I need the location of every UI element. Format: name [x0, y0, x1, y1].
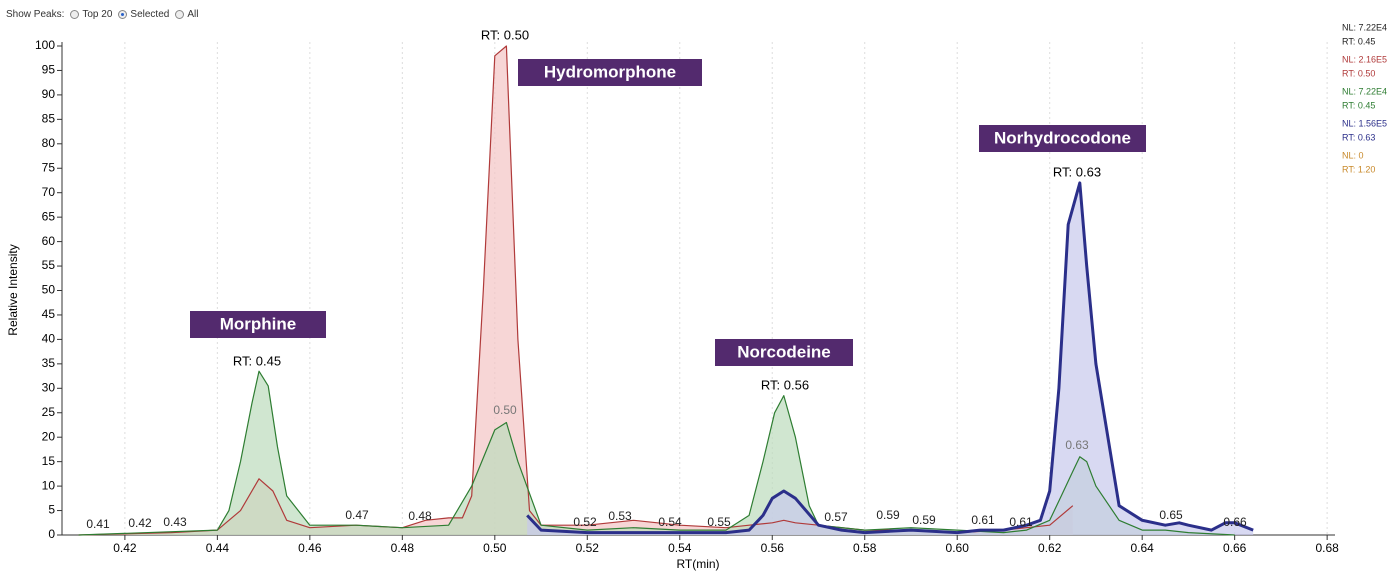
trace-nl: NL: 2.16E5	[1342, 54, 1387, 64]
peak-rt-label: 0.47	[345, 508, 369, 522]
radio[interactable]	[118, 10, 128, 19]
trace-rt: RT: 0.45	[1342, 100, 1375, 110]
y-tick-label: 80	[42, 136, 56, 150]
trace-rt: RT: 1.20	[1342, 164, 1375, 174]
y-axis-title: Relative Intensity	[6, 244, 20, 335]
trace-rt: RT: 0.45	[1342, 36, 1375, 46]
peak-rt-label: 0.57	[824, 510, 848, 524]
peak-rt-label: 0.61	[971, 513, 995, 527]
y-tick-label: 100	[35, 38, 55, 52]
y-tick-label: 45	[42, 307, 56, 321]
fills	[78, 46, 1254, 535]
line	[78, 370, 1235, 536]
y-tick-label: 15	[42, 454, 56, 468]
y-tick-label: 85	[42, 112, 56, 126]
y-tick-label: 5	[48, 503, 55, 517]
trace-rt: RT: 0.50	[1342, 68, 1375, 78]
line	[526, 181, 1254, 535]
x-tick-label: 0.64	[1130, 541, 1154, 555]
compound-label: Hydromorphone	[544, 62, 676, 81]
y-tick-label: 40	[42, 332, 56, 346]
peak-rt-label: 0.63	[1065, 438, 1089, 452]
x-tick-label: 0.68	[1315, 541, 1339, 555]
peak-rt-label: 0.61	[1009, 515, 1033, 529]
x-tick-label: 0.42	[113, 541, 137, 555]
peak-rt-label: 0.43	[163, 515, 187, 529]
x-tick-label: 0.62	[1038, 541, 1062, 555]
y-tick-label: 50	[42, 283, 56, 297]
peak-rt-label: 0.52	[573, 515, 597, 529]
line	[78, 45, 1074, 536]
option-label[interactable]: All	[187, 9, 199, 20]
peak-rt-label: 0.65	[1159, 508, 1183, 522]
peak-rt-label: 0.53	[608, 509, 632, 523]
compound-label: Morphine	[220, 314, 297, 333]
peak-rt-label: 0.50	[493, 403, 517, 417]
compound-box	[190, 311, 326, 338]
peak-label: RT: 0.56	[761, 377, 809, 392]
compound-box	[979, 125, 1146, 152]
y-tick-label: 60	[42, 234, 56, 248]
peak-rt-label: 0.59	[876, 508, 900, 522]
y-tick-label: 75	[42, 160, 56, 174]
option[interactable]: Top 20	[70, 9, 112, 20]
peak-label: RT: 0.63	[1053, 164, 1101, 179]
compound-box	[715, 339, 853, 366]
x-tick-label: 0.50	[483, 541, 507, 555]
toolbar: Show Peaks: Top 20 Selected All	[6, 9, 198, 20]
radio[interactable]	[175, 10, 185, 19]
compound-box	[518, 59, 702, 86]
y-tick-label: 0	[48, 527, 55, 541]
y-tick-label: 30	[42, 380, 56, 394]
peak-rt-label: 0.59	[912, 513, 936, 527]
y-tick-label: 70	[42, 185, 56, 199]
x-tick-label: 0.48	[391, 541, 415, 555]
trace-rt: RT: 0.63	[1342, 132, 1375, 142]
y-tick-label: 55	[42, 258, 56, 272]
x-tick-label: 0.58	[853, 541, 877, 555]
compound-label: Norcodeine	[737, 342, 831, 361]
x-axis-title: RT(min)	[676, 557, 719, 571]
peak-label: RT: 0.50	[481, 27, 529, 42]
y-tick-label: 10	[42, 478, 56, 492]
toolbar-label: Show Peaks:	[6, 9, 65, 20]
trace-nl: NL: 7.22E4	[1342, 22, 1387, 32]
x-tick-label: 0.60	[946, 541, 970, 555]
peak-label: RT: 0.45	[233, 353, 281, 368]
x-tick-label: 0.52	[576, 541, 600, 555]
compound-label: Norhydrocodone	[994, 128, 1131, 147]
y-tick-label: 95	[42, 63, 56, 77]
trace-nl: NL: 7.22E4	[1342, 86, 1387, 96]
lines	[78, 45, 1254, 536]
area	[78, 46, 1073, 535]
x-tick-label: 0.66	[1223, 541, 1247, 555]
option[interactable]: Selected	[118, 9, 169, 20]
radio[interactable]	[70, 10, 80, 19]
trace-nl: NL: 0	[1342, 150, 1364, 160]
y-tick-label: 35	[42, 356, 56, 370]
x-tick-label: 0.56	[761, 541, 785, 555]
y-tick-label: 90	[42, 87, 56, 101]
peak-rt-label: 0.55	[707, 515, 731, 529]
x-tick-label: 0.46	[298, 541, 322, 555]
trace-nl: NL: 1.56E5	[1342, 118, 1387, 128]
option[interactable]: All	[175, 9, 198, 20]
option-label[interactable]: Top 20	[82, 9, 113, 20]
peak-rt-label: 0.66	[1223, 515, 1247, 529]
x-tick-label: 0.44	[206, 541, 230, 555]
y-tick-label: 65	[42, 209, 56, 223]
y-tick-label: 20	[42, 429, 56, 443]
peak-rt-label: 0.41	[86, 517, 110, 531]
x-tick-label: 0.54	[668, 541, 692, 555]
peak-rt-label: 0.42	[128, 516, 152, 530]
peak-rt-label: 0.48	[408, 509, 432, 523]
y-tick-label: 25	[42, 405, 56, 419]
area	[527, 182, 1254, 535]
peak-rt-label: 0.54	[658, 515, 682, 529]
option-label[interactable]: Selected	[130, 9, 170, 20]
